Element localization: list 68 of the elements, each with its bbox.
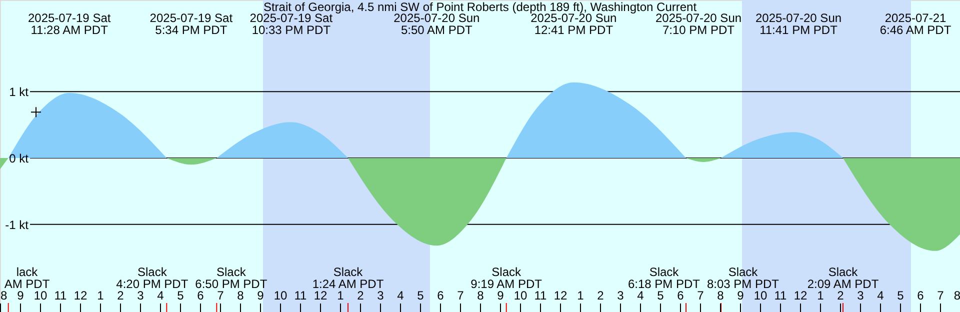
x-tick-label: 2 (357, 288, 364, 302)
x-tick-label: 7 (217, 288, 224, 302)
x-tick-label: 12 (314, 288, 328, 302)
x-tick-label: 3 (377, 288, 384, 302)
x-tick-label: 11 (294, 288, 308, 302)
x-tick-label: 7 (457, 288, 464, 302)
x-tick-label: 9 (497, 288, 504, 302)
chart-title: Strait of Georgia, 4.5 nmi SW of Point Roberts (depth 189 ft), Washington Current (263, 0, 698, 14)
x-tick-label: 12 (794, 288, 808, 302)
y-tick-label: 1 kt (9, 85, 30, 100)
x-tick-label: 8 (0, 288, 8, 302)
annotation: 2025-07-20 Sun 7:10 PM PDT (655, 11, 742, 37)
annotation: 2025-07-19 Sat 10:33 PM PDT (250, 11, 334, 37)
x-tick-label: 11 (54, 288, 68, 302)
x-tick-label: 7 (697, 288, 704, 302)
x-tick-label: 4 (157, 288, 164, 302)
annotation: Slack 1:24 AM PDT (312, 265, 384, 291)
annotation: Slack 6:18 PM PDT (628, 265, 701, 291)
annotation: Slack 9:19 AM PDT (470, 265, 543, 291)
x-tick-label: 5 (657, 288, 664, 302)
x-tick-label: 3 (857, 288, 864, 302)
annotation: Slack 4:20 PM PDT (116, 265, 189, 291)
x-tick-label: 4 (637, 288, 644, 302)
x-tick-label: 2 (837, 288, 844, 302)
x-tick-label: 6 (437, 288, 444, 302)
x-tick-label: 11 (774, 288, 788, 302)
x-tick-label: 1 (97, 288, 104, 302)
x-tick-label: 10 (514, 288, 528, 302)
y-tick-label: -1 kt (5, 218, 30, 232)
x-tick-label: 11 (534, 288, 548, 302)
x-tick-label: 10 (274, 288, 288, 302)
x-tick-label: 5 (417, 288, 424, 302)
x-tick-label: 5 (897, 288, 904, 302)
annotation: 2025-07-20 Sun 5:50 AM PDT (394, 11, 480, 37)
annotation: 2025-07-20 Sun 11:41 PM PDT (755, 11, 842, 37)
x-tick-label: 1 (817, 288, 824, 302)
annotation: Slack 6:50 PM PDT (195, 265, 268, 291)
annotation: 2025-07-19 Sat 11:28 AM PDT (28, 11, 112, 37)
x-tick-label: 3 (617, 288, 624, 302)
x-tick-label: 6 (677, 288, 684, 302)
annotation: 2025-07-21 6:46 AM PDT (880, 11, 952, 37)
x-tick-label: 9 (17, 288, 24, 302)
x-tick-label: 7 (937, 288, 944, 302)
x-tick-label: 1 (577, 288, 584, 302)
x-tick-label: 6 (197, 288, 204, 302)
annotation: Slack 8:03 PM PDT (706, 265, 780, 291)
annotation: lack AM PDT (4, 265, 50, 291)
x-tick-label: 12 (554, 288, 568, 302)
x-tick-label: 5 (177, 288, 184, 302)
x-tick-label: 4 (397, 288, 404, 302)
x-tick-label: 2 (117, 288, 124, 302)
x-tick-label: 8 (954, 288, 960, 302)
annotation: Slack 2:09 AM PDT (807, 265, 880, 291)
x-tick-label: 1 (337, 288, 344, 302)
y-tick-label: 0 kt (9, 151, 30, 166)
x-tick-label: 9 (257, 288, 264, 302)
x-tick-label: 6 (917, 288, 924, 302)
x-tick-label: 10 (34, 288, 48, 302)
x-tick-label: 10 (754, 288, 768, 302)
x-tick-label: 12 (74, 288, 88, 302)
x-tick-label: 8 (717, 288, 724, 302)
x-tick-label: 2 (597, 288, 604, 302)
x-tick-label: 9 (737, 288, 744, 302)
x-tick-label: 8 (477, 288, 484, 302)
x-tick-label: 4 (877, 288, 884, 302)
x-tick-label: 3 (137, 288, 144, 302)
x-tick-label: 8 (237, 288, 244, 302)
annotation: 2025-07-19 Sat 5:34 PM PDT (150, 11, 234, 37)
